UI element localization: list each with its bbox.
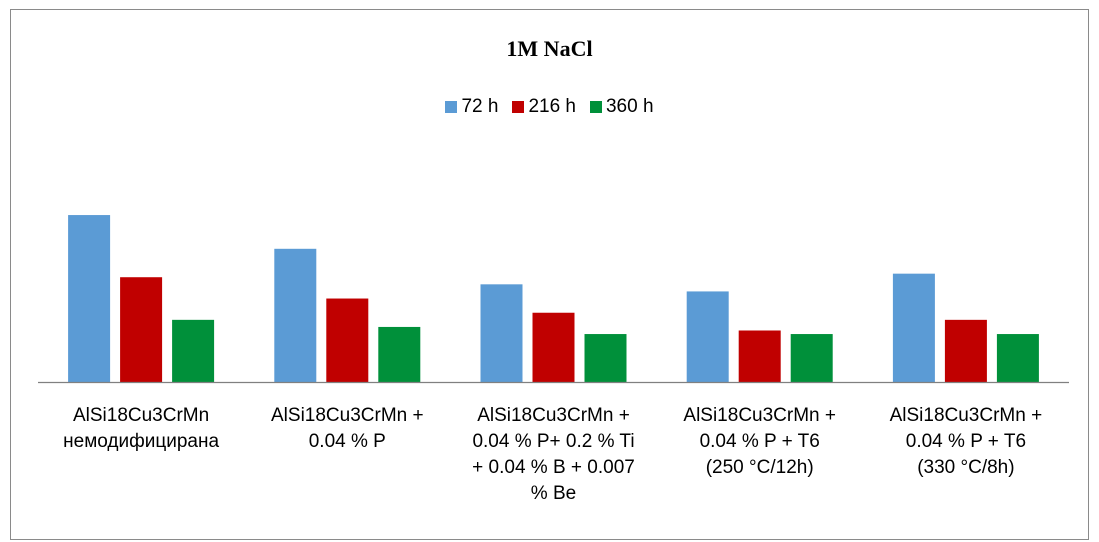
- bar-72h-cat1: [68, 215, 111, 382]
- legend-swatch-360h: [589, 101, 602, 113]
- bar-360h-cat4: [790, 334, 833, 382]
- legend-swatch-216h: [512, 101, 525, 113]
- bar-360h-cat2: [378, 326, 421, 382]
- bar-216h-cat2: [326, 298, 369, 382]
- chart-legend: 72 h 216 h 360 h: [0, 96, 1099, 118]
- bar-216h-cat1: [120, 277, 163, 382]
- bar-216h-cat3: [532, 312, 575, 382]
- legend-label-360h: 360 h: [605, 96, 654, 117]
- bar-72h-cat3: [480, 284, 523, 382]
- legend-item-72h: 72 h: [445, 96, 498, 118]
- legend-label-216h: 216 h: [528, 96, 576, 117]
- bar-360h-cat5: [996, 334, 1039, 382]
- legend-label-72h: 72 h: [461, 96, 499, 117]
- legend-swatch-72h: [445, 101, 458, 113]
- bar-216h-cat5: [944, 319, 987, 382]
- legend-item-360h: 360 h: [589, 96, 654, 118]
- bar-360h-cat3: [584, 334, 627, 382]
- bar-216h-cat4: [738, 330, 781, 382]
- category-label-4: AlSi18Cu3CrMn +0.04 % P + T6 (250 °C/12h): [683, 405, 836, 478]
- category-label-5: AlSi18Cu3CrMn +0.04 % P + T6 (330 °C/8h): [890, 405, 1043, 478]
- category-label-3: AlSi18Cu3CrMn +0.04 % P+ 0.2 % Ti + 0.04 …: [472, 405, 635, 504]
- category-label-1: AlSi18Cu3CrMn немодифицирана: [63, 405, 219, 452]
- chart-title: 1M NaCl: [506, 36, 593, 61]
- category-label-2: AlSi18Cu3CrMn +0.04 % P: [271, 405, 424, 452]
- bar-72h-cat4: [686, 291, 729, 382]
- legend-item-216h: 216 h: [512, 96, 576, 118]
- bar-360h-cat1: [172, 319, 215, 382]
- bar-72h-cat2: [274, 248, 317, 382]
- bar-72h-cat5: [892, 273, 935, 382]
